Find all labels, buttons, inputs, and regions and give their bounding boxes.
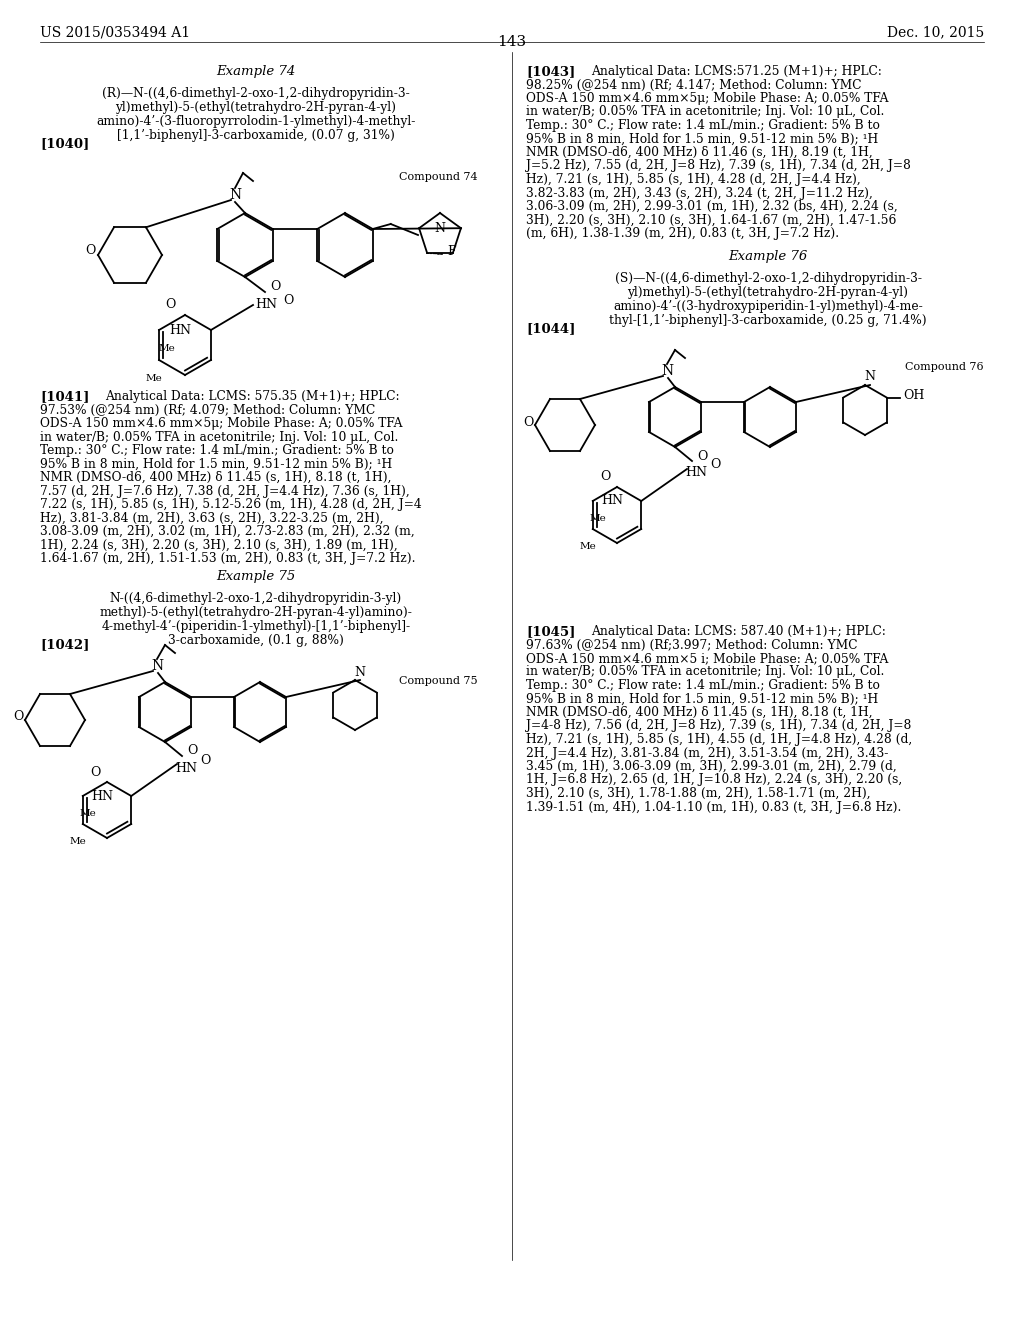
Text: 1H), 2.24 (s, 3H), 2.20 (s, 3H), 2.10 (s, 3H), 1.89 (m, 1H),: 1H), 2.24 (s, 3H), 2.20 (s, 3H), 2.10 (s… xyxy=(40,539,397,552)
Text: Hz), 3.81-3.84 (m, 2H), 3.63 (s, 2H), 3.22-3.25 (m, 2H),: Hz), 3.81-3.84 (m, 2H), 3.63 (s, 2H), 3.… xyxy=(40,511,384,524)
Text: Analytical Data: LCMS: 575.35 (M+1)+; HPLC:: Analytical Data: LCMS: 575.35 (M+1)+; HP… xyxy=(105,389,399,403)
Text: 3-carboxamide, (0.1 g, 88%): 3-carboxamide, (0.1 g, 88%) xyxy=(168,634,344,647)
Text: Temp.: 30° C.; Flow rate: 1.4 mL/min.; Gradient: 5% B to: Temp.: 30° C.; Flow rate: 1.4 mL/min.; G… xyxy=(40,444,394,457)
Text: O: O xyxy=(710,458,720,471)
Text: [1043]: [1043] xyxy=(526,65,575,78)
Text: 98.25% (@254 nm) (Rf; 4.147; Method: Column: YMC: 98.25% (@254 nm) (Rf; 4.147; Method: Col… xyxy=(526,78,861,91)
Text: yl)methyl)-5-(ethyl(tetrahydro-2H-pyran-4-yl): yl)methyl)-5-(ethyl(tetrahydro-2H-pyran-… xyxy=(628,286,908,300)
Text: 1.64-1.67 (m, 2H), 1.51-1.53 (m, 2H), 0.83 (t, 3H, J=7.2 Hz).: 1.64-1.67 (m, 2H), 1.51-1.53 (m, 2H), 0.… xyxy=(40,552,416,565)
Text: O: O xyxy=(13,710,24,723)
Text: N: N xyxy=(434,223,445,235)
Text: HN: HN xyxy=(685,466,707,479)
Text: 95% B in 8 min, Hold for 1.5 min, 9.51-12 min 5% B); ¹H: 95% B in 8 min, Hold for 1.5 min, 9.51-1… xyxy=(526,132,879,145)
Text: 7.57 (d, 2H, J=7.6 Hz), 7.38 (d, 2H, J=4.4 Hz), 7.36 (s, 1H),: 7.57 (d, 2H, J=7.6 Hz), 7.38 (d, 2H, J=4… xyxy=(40,484,410,498)
Text: Me: Me xyxy=(70,837,86,846)
Text: methyl)-5-(ethyl(tetrahydro-2H-pyran-4-yl)amino)-: methyl)-5-(ethyl(tetrahydro-2H-pyran-4-y… xyxy=(99,606,413,619)
Text: ODS-A 150 mm×4.6 mm×5 i; Mobile Phase: A; 0.05% TFA: ODS-A 150 mm×4.6 mm×5 i; Mobile Phase: A… xyxy=(526,652,889,665)
Text: 3.45 (m, 1H), 3.06-3.09 (m, 3H), 2.99-3.01 (m, 2H), 2.79 (d,: 3.45 (m, 1H), 3.06-3.09 (m, 3H), 2.99-3.… xyxy=(526,760,897,774)
Text: 3.08-3.09 (m, 2H), 3.02 (m, 1H), 2.73-2.83 (m, 2H), 2.32 (m,: 3.08-3.09 (m, 2H), 3.02 (m, 1H), 2.73-2.… xyxy=(40,525,415,539)
Text: 97.53% (@254 nm) (Rf; 4.079; Method: Column: YMC: 97.53% (@254 nm) (Rf; 4.079; Method: Col… xyxy=(40,404,375,417)
Text: Example 74: Example 74 xyxy=(216,65,296,78)
Text: Hz), 7.21 (s, 1H), 5.85 (s, 1H), 4.55 (d, 1H, J=4.8 Hz), 4.28 (d,: Hz), 7.21 (s, 1H), 5.85 (s, 1H), 4.55 (d… xyxy=(526,733,912,746)
Text: O: O xyxy=(187,744,198,758)
Text: HN: HN xyxy=(601,495,624,507)
Text: O: O xyxy=(200,754,210,767)
Text: HN: HN xyxy=(91,789,114,803)
Text: Analytical Data: LCMS:571.25 (M+1)+; HPLC:: Analytical Data: LCMS:571.25 (M+1)+; HPL… xyxy=(591,65,882,78)
Text: 3H), 2.10 (s, 3H), 1.78-1.88 (m, 2H), 1.58-1.71 (m, 2H),: 3H), 2.10 (s, 3H), 1.78-1.88 (m, 2H), 1.… xyxy=(526,787,870,800)
Text: Example 75: Example 75 xyxy=(216,570,296,583)
Text: [1,1’-biphenyl]-3-carboxamide, (0.07 g, 31%): [1,1’-biphenyl]-3-carboxamide, (0.07 g, … xyxy=(117,129,395,143)
Text: O: O xyxy=(697,450,708,462)
Text: OH: OH xyxy=(903,389,925,403)
Text: O: O xyxy=(90,766,100,779)
Text: J=5.2 Hz), 7.55 (d, 2H, J=8 Hz), 7.39 (s, 1H), 7.34 (d, 2H, J=8: J=5.2 Hz), 7.55 (d, 2H, J=8 Hz), 7.39 (s… xyxy=(526,160,911,173)
Text: 95% B in 8 min, Hold for 1.5 min, 9.51-12 min 5% B); ¹H: 95% B in 8 min, Hold for 1.5 min, 9.51-1… xyxy=(526,693,879,705)
Text: Me: Me xyxy=(159,345,175,352)
Text: Me: Me xyxy=(590,513,606,523)
Text: Temp.: 30° C.; Flow rate: 1.4 mL/min.; Gradient: 5% B to: Temp.: 30° C.; Flow rate: 1.4 mL/min.; G… xyxy=(526,678,880,692)
Text: O: O xyxy=(270,281,281,293)
Text: HN: HN xyxy=(255,298,278,312)
Text: ODS-A 150 mm×4.6 mm×5μ; Mobile Phase: A; 0.05% TFA: ODS-A 150 mm×4.6 mm×5μ; Mobile Phase: A;… xyxy=(40,417,402,430)
Text: Hz), 7.21 (s, 1H), 5.85 (s, 1H), 4.28 (d, 2H, J=4.4 Hz),: Hz), 7.21 (s, 1H), 5.85 (s, 1H), 4.28 (d… xyxy=(526,173,861,186)
Text: N: N xyxy=(229,187,241,202)
Text: Compound 75: Compound 75 xyxy=(399,676,478,686)
Text: N-((4,6-dimethyl-2-oxo-1,2-dihydropyridin-3-yl): N-((4,6-dimethyl-2-oxo-1,2-dihydropyridi… xyxy=(110,591,402,605)
Text: O: O xyxy=(85,244,95,257)
Text: [1041]: [1041] xyxy=(40,389,89,403)
Text: ODS-A 150 mm×4.6 mm×5μ; Mobile Phase: A; 0.05% TFA: ODS-A 150 mm×4.6 mm×5μ; Mobile Phase: A;… xyxy=(526,92,889,106)
Text: N: N xyxy=(151,659,163,673)
Text: O: O xyxy=(600,470,610,483)
Text: N: N xyxy=(660,364,673,378)
Text: amino)-4’-(3-fluoropyrrolodin-1-ylmethyl)-4-methyl-: amino)-4’-(3-fluoropyrrolodin-1-ylmethyl… xyxy=(96,115,416,128)
Text: Me: Me xyxy=(580,543,596,550)
Text: O: O xyxy=(165,298,175,312)
Text: 2H, J=4.4 Hz), 3.81-3.84 (m, 2H), 3.51-3.54 (m, 2H), 3.43-: 2H, J=4.4 Hz), 3.81-3.84 (m, 2H), 3.51-3… xyxy=(526,747,889,759)
Text: 3.82-3.83 (m, 2H), 3.43 (s, 2H), 3.24 (t, 2H, J=11.2 Hz),: 3.82-3.83 (m, 2H), 3.43 (s, 2H), 3.24 (t… xyxy=(526,186,872,199)
Text: thyl-[1,1’-biphenyl]-3-carboxamide, (0.25 g, 71.4%): thyl-[1,1’-biphenyl]-3-carboxamide, (0.2… xyxy=(609,314,927,327)
Text: O: O xyxy=(283,293,293,306)
Text: 3.06-3.09 (m, 2H), 2.99-3.01 (m, 1H), 2.32 (bs, 4H), 2.24 (s,: 3.06-3.09 (m, 2H), 2.99-3.01 (m, 1H), 2.… xyxy=(526,201,898,213)
Text: NMR (DMSO-d6, 400 MHz) δ 11.45 (s, 1H), 8.18 (t, 1H),: NMR (DMSO-d6, 400 MHz) δ 11.45 (s, 1H), … xyxy=(40,471,391,484)
Text: [1045]: [1045] xyxy=(526,624,575,638)
Text: Compound 76: Compound 76 xyxy=(905,362,984,372)
Text: J=4-8 Hz), 7.56 (d, 2H, J=8 Hz), 7.39 (s, 1H), 7.34 (d, 2H, J=8: J=4-8 Hz), 7.56 (d, 2H, J=8 Hz), 7.39 (s… xyxy=(526,719,911,733)
Text: N: N xyxy=(864,371,876,384)
Text: 97.63% (@254 nm) (Rf;3.997; Method: Column: YMC: 97.63% (@254 nm) (Rf;3.997; Method: Colu… xyxy=(526,639,857,652)
Text: Temp.: 30° C.; Flow rate: 1.4 mL/min.; Gradient: 5% B to: Temp.: 30° C.; Flow rate: 1.4 mL/min.; G… xyxy=(526,119,880,132)
Text: HN: HN xyxy=(175,762,197,775)
Text: N: N xyxy=(354,665,366,678)
Text: 1H, J=6.8 Hz), 2.65 (d, 1H, J=10.8 Hz), 2.24 (s, 3H), 2.20 (s,: 1H, J=6.8 Hz), 2.65 (d, 1H, J=10.8 Hz), … xyxy=(526,774,902,787)
Text: in water/B; 0.05% TFA in acetonitrile; Inj. Vol: 10 μL, Col.: in water/B; 0.05% TFA in acetonitrile; I… xyxy=(526,665,885,678)
Text: Example 76: Example 76 xyxy=(728,249,808,263)
Text: F: F xyxy=(447,246,456,259)
Text: (R)—N-((4,6-dimethyl-2-oxo-1,2-dihydropyridin-3-: (R)—N-((4,6-dimethyl-2-oxo-1,2-dihydropy… xyxy=(102,87,410,100)
Text: [1040]: [1040] xyxy=(40,137,89,150)
Text: Me: Me xyxy=(145,374,163,383)
Text: [1042]: [1042] xyxy=(40,638,89,651)
Text: (S)—N-((4,6-dimethyl-2-oxo-1,2-dihydropyridin-3-: (S)—N-((4,6-dimethyl-2-oxo-1,2-dihydropy… xyxy=(614,272,922,285)
Text: Compound 74: Compound 74 xyxy=(399,172,478,182)
Text: Analytical Data: LCMS: 587.40 (M+1)+; HPLC:: Analytical Data: LCMS: 587.40 (M+1)+; HP… xyxy=(591,624,886,638)
Text: 7.22 (s, 1H), 5.85 (s, 1H), 5.12-5.26 (m, 1H), 4.28 (d, 2H, J=4: 7.22 (s, 1H), 5.85 (s, 1H), 5.12-5.26 (m… xyxy=(40,498,422,511)
Text: 3H), 2.20 (s, 3H), 2.10 (s, 3H), 1.64-1.67 (m, 2H), 1.47-1.56: 3H), 2.20 (s, 3H), 2.10 (s, 3H), 1.64-1.… xyxy=(526,214,896,227)
Text: in water/B; 0.05% TFA in acetonitrile; Inj. Vol: 10 μL, Col.: in water/B; 0.05% TFA in acetonitrile; I… xyxy=(526,106,885,119)
Text: 1.39-1.51 (m, 4H), 1.04-1.10 (m, 1H), 0.83 (t, 3H, J=6.8 Hz).: 1.39-1.51 (m, 4H), 1.04-1.10 (m, 1H), 0.… xyxy=(526,800,901,813)
Text: Dec. 10, 2015: Dec. 10, 2015 xyxy=(887,25,984,40)
Text: (m, 6H), 1.38-1.39 (m, 2H), 0.83 (t, 3H, J=7.2 Hz).: (m, 6H), 1.38-1.39 (m, 2H), 0.83 (t, 3H,… xyxy=(526,227,839,240)
Text: 143: 143 xyxy=(498,36,526,49)
Text: yl)methyl)-5-(ethyl(tetrahydro-2H-pyran-4-yl): yl)methyl)-5-(ethyl(tetrahydro-2H-pyran-… xyxy=(116,102,396,114)
Text: NMR (DMSO-d6, 400 MHz) δ 11.46 (s, 1H), 8.19 (t, 1H,: NMR (DMSO-d6, 400 MHz) δ 11.46 (s, 1H), … xyxy=(526,147,872,158)
Text: [1044]: [1044] xyxy=(526,322,575,335)
Text: amino)-4’-((3-hydroxypiperidin-1-yl)methyl)-4-me-: amino)-4’-((3-hydroxypiperidin-1-yl)meth… xyxy=(613,300,923,313)
Text: 4-methyl-4’-(piperidin-1-ylmethyl)-[1,1’-biphenyl]-: 4-methyl-4’-(piperidin-1-ylmethyl)-[1,1’… xyxy=(101,620,411,634)
Text: in water/B; 0.05% TFA in acetonitrile; Inj. Vol: 10 μL, Col.: in water/B; 0.05% TFA in acetonitrile; I… xyxy=(40,430,398,444)
Text: US 2015/0353494 A1: US 2015/0353494 A1 xyxy=(40,25,190,40)
Text: O: O xyxy=(523,416,534,429)
Text: 95% B in 8 min, Hold for 1.5 min, 9.51-12 min 5% B); ¹H: 95% B in 8 min, Hold for 1.5 min, 9.51-1… xyxy=(40,458,392,470)
Text: NMR (DMSO-d6, 400 MHz) δ 11.45 (s, 1H), 8.18 (t, 1H,: NMR (DMSO-d6, 400 MHz) δ 11.45 (s, 1H), … xyxy=(526,706,872,719)
Text: Me: Me xyxy=(80,809,96,818)
Text: HN: HN xyxy=(169,323,191,337)
